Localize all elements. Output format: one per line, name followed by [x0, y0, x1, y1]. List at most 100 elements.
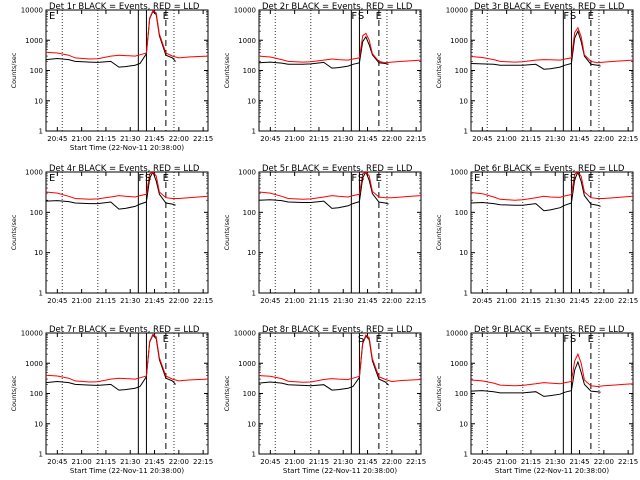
- y-tick-label: 1: [464, 451, 468, 459]
- x-tick-label: 21:15: [96, 458, 116, 466]
- panel-title: Det 5r BLACK = Events, RED = LLD: [262, 164, 413, 174]
- plot-frame: [470, 171, 634, 294]
- x-tick-label: 22:00: [382, 458, 402, 466]
- x-tick-label: 21:15: [521, 458, 541, 466]
- x-tick-label: 21:30: [120, 297, 140, 305]
- x-tick-label: 22:15: [406, 458, 426, 466]
- y-tick-label: 100: [243, 67, 256, 75]
- x-tick-label: 22:15: [618, 458, 638, 466]
- y-axis-label: Counts/sec: [435, 214, 443, 250]
- x-tick-label: 22:00: [169, 297, 189, 305]
- panel-title: Det 8r BLACK = Events, RED = LLD: [262, 325, 413, 335]
- y-axis-label: Counts/sec: [435, 52, 443, 88]
- x-tick-label: 22:15: [618, 297, 638, 305]
- y-tick-label: 10: [247, 420, 256, 428]
- x-tick-label: 21:00: [497, 135, 517, 143]
- plot-frame: [470, 332, 634, 455]
- x-tick-label: 21:30: [545, 458, 565, 466]
- y-tick-label: 10: [459, 249, 468, 257]
- panel-title: Det 2r BLACK = Events, RED = LLD: [262, 2, 413, 12]
- y-tick-label: 1: [39, 128, 43, 136]
- plot-frame: [45, 332, 209, 455]
- x-tick-label: 21:00: [285, 135, 305, 143]
- x-tick-label: 20:45: [260, 297, 280, 305]
- y-tick-label: 10: [34, 249, 43, 257]
- y-tick-label: 1000: [450, 169, 468, 177]
- x-tick-label: 21:15: [96, 135, 116, 143]
- series-line-lld: [470, 26, 634, 64]
- marker-label-f: F: [351, 173, 357, 184]
- series-line-lld: [258, 334, 422, 383]
- panel-det-9: Det 9r BLACK = Events, RED = LLD 1 10 100 10…: [435, 325, 638, 475]
- y-tick-label: 100: [243, 209, 256, 217]
- panel-det-8: Det 8r BLACK = Events, RED = LLD 1 10 100 10…: [223, 325, 426, 475]
- marker-label-s: S: [358, 334, 364, 345]
- x-tick-label: 20:45: [47, 135, 67, 143]
- x-tick-label: 22:00: [594, 297, 614, 305]
- x-tick-label: 21:30: [120, 458, 140, 466]
- x-tick-label: 21:45: [569, 297, 589, 305]
- x-tick-label: 22:15: [406, 135, 426, 143]
- x-tick-label: 21:00: [285, 297, 305, 305]
- panel-det-5: Det 5r BLACK = Events, RED = LLD 1 10 100 10…: [223, 164, 426, 305]
- x-tick-label: 21:15: [96, 297, 116, 305]
- x-tick-label: 21:15: [521, 297, 541, 305]
- series-line-lld: [45, 171, 209, 200]
- marker-label-e: E: [588, 11, 594, 22]
- y-tick-label: 10000: [234, 7, 256, 15]
- x-tick-label: 22:00: [594, 458, 614, 466]
- panel-det-3: Det 3r BLACK = Events, RED = LLD 1 10 100 10…: [435, 2, 638, 143]
- y-axis-label: Counts/sec: [10, 52, 18, 88]
- marker-label-e: E: [474, 173, 480, 184]
- y-tick-label: 1000: [25, 169, 43, 177]
- series-line-events: [470, 29, 601, 70]
- marker-label-e: E: [163, 173, 169, 184]
- x-tick-label: 22:00: [382, 135, 402, 143]
- x-tick-label: 21:00: [497, 458, 517, 466]
- x-tick-label: 20:45: [260, 135, 280, 143]
- y-axis-label: Counts/sec: [10, 375, 18, 411]
- panel-det-1: Det 1r BLACK = Events, RED = LLD 1 10 100 10…: [10, 2, 213, 152]
- x-tick-label: 22:15: [406, 297, 426, 305]
- marker-label-e: E: [163, 334, 169, 345]
- series-line-events: [45, 334, 176, 391]
- series-line-events: [470, 170, 601, 212]
- y-tick-label: 100: [243, 390, 256, 398]
- y-tick-label: 1000: [238, 360, 256, 368]
- marker-label-f: F: [563, 173, 569, 184]
- x-tick-label: 21:30: [120, 135, 140, 143]
- marker-label-e: E: [588, 334, 594, 345]
- x-tick-label: 21:45: [569, 458, 589, 466]
- y-tick-label: 100: [30, 209, 43, 217]
- x-tick-label: 21:30: [545, 135, 565, 143]
- y-tick-label: 100: [455, 67, 468, 75]
- y-tick-label: 1: [464, 290, 468, 298]
- marker-label-e: E: [588, 173, 594, 184]
- y-tick-label: 10: [34, 97, 43, 105]
- marker-label-f: F: [138, 173, 144, 184]
- x-tick-label: 22:15: [193, 297, 213, 305]
- marker-label-e: E: [376, 11, 382, 22]
- y-axis-label: Counts/sec: [223, 375, 231, 411]
- x-tick-label: 21:00: [285, 458, 305, 466]
- series-line-events: [258, 170, 389, 209]
- x-tick-label: 21:30: [333, 458, 353, 466]
- marker-label-e: E: [49, 11, 55, 22]
- y-tick-label: 1: [252, 128, 256, 136]
- y-axis-label: Counts/sec: [435, 375, 443, 411]
- x-tick-label: 22:00: [169, 458, 189, 466]
- x-tick-label: 21:45: [569, 135, 589, 143]
- x-tick-label: 22:00: [169, 135, 189, 143]
- x-tick-label: 21:45: [144, 135, 164, 143]
- panel-title: Det 4r BLACK = Events, RED = LLD: [49, 164, 200, 174]
- plot-frame: [470, 9, 634, 132]
- x-tick-label: 20:45: [472, 458, 492, 466]
- marker-label-e: E: [49, 173, 55, 184]
- x-tick-label: 21:45: [357, 458, 377, 466]
- y-tick-label: 10000: [21, 7, 43, 15]
- plot-frame: [45, 171, 209, 294]
- marker-label-s: S: [145, 173, 151, 184]
- panel-det-6: Det 6r BLACK = Events, RED = LLD 1 10 100 10…: [435, 164, 638, 305]
- panel-det-4: Det 4r BLACK = Events, RED = LLD 1 10 100 10…: [10, 164, 213, 305]
- series-line-lld: [258, 32, 422, 64]
